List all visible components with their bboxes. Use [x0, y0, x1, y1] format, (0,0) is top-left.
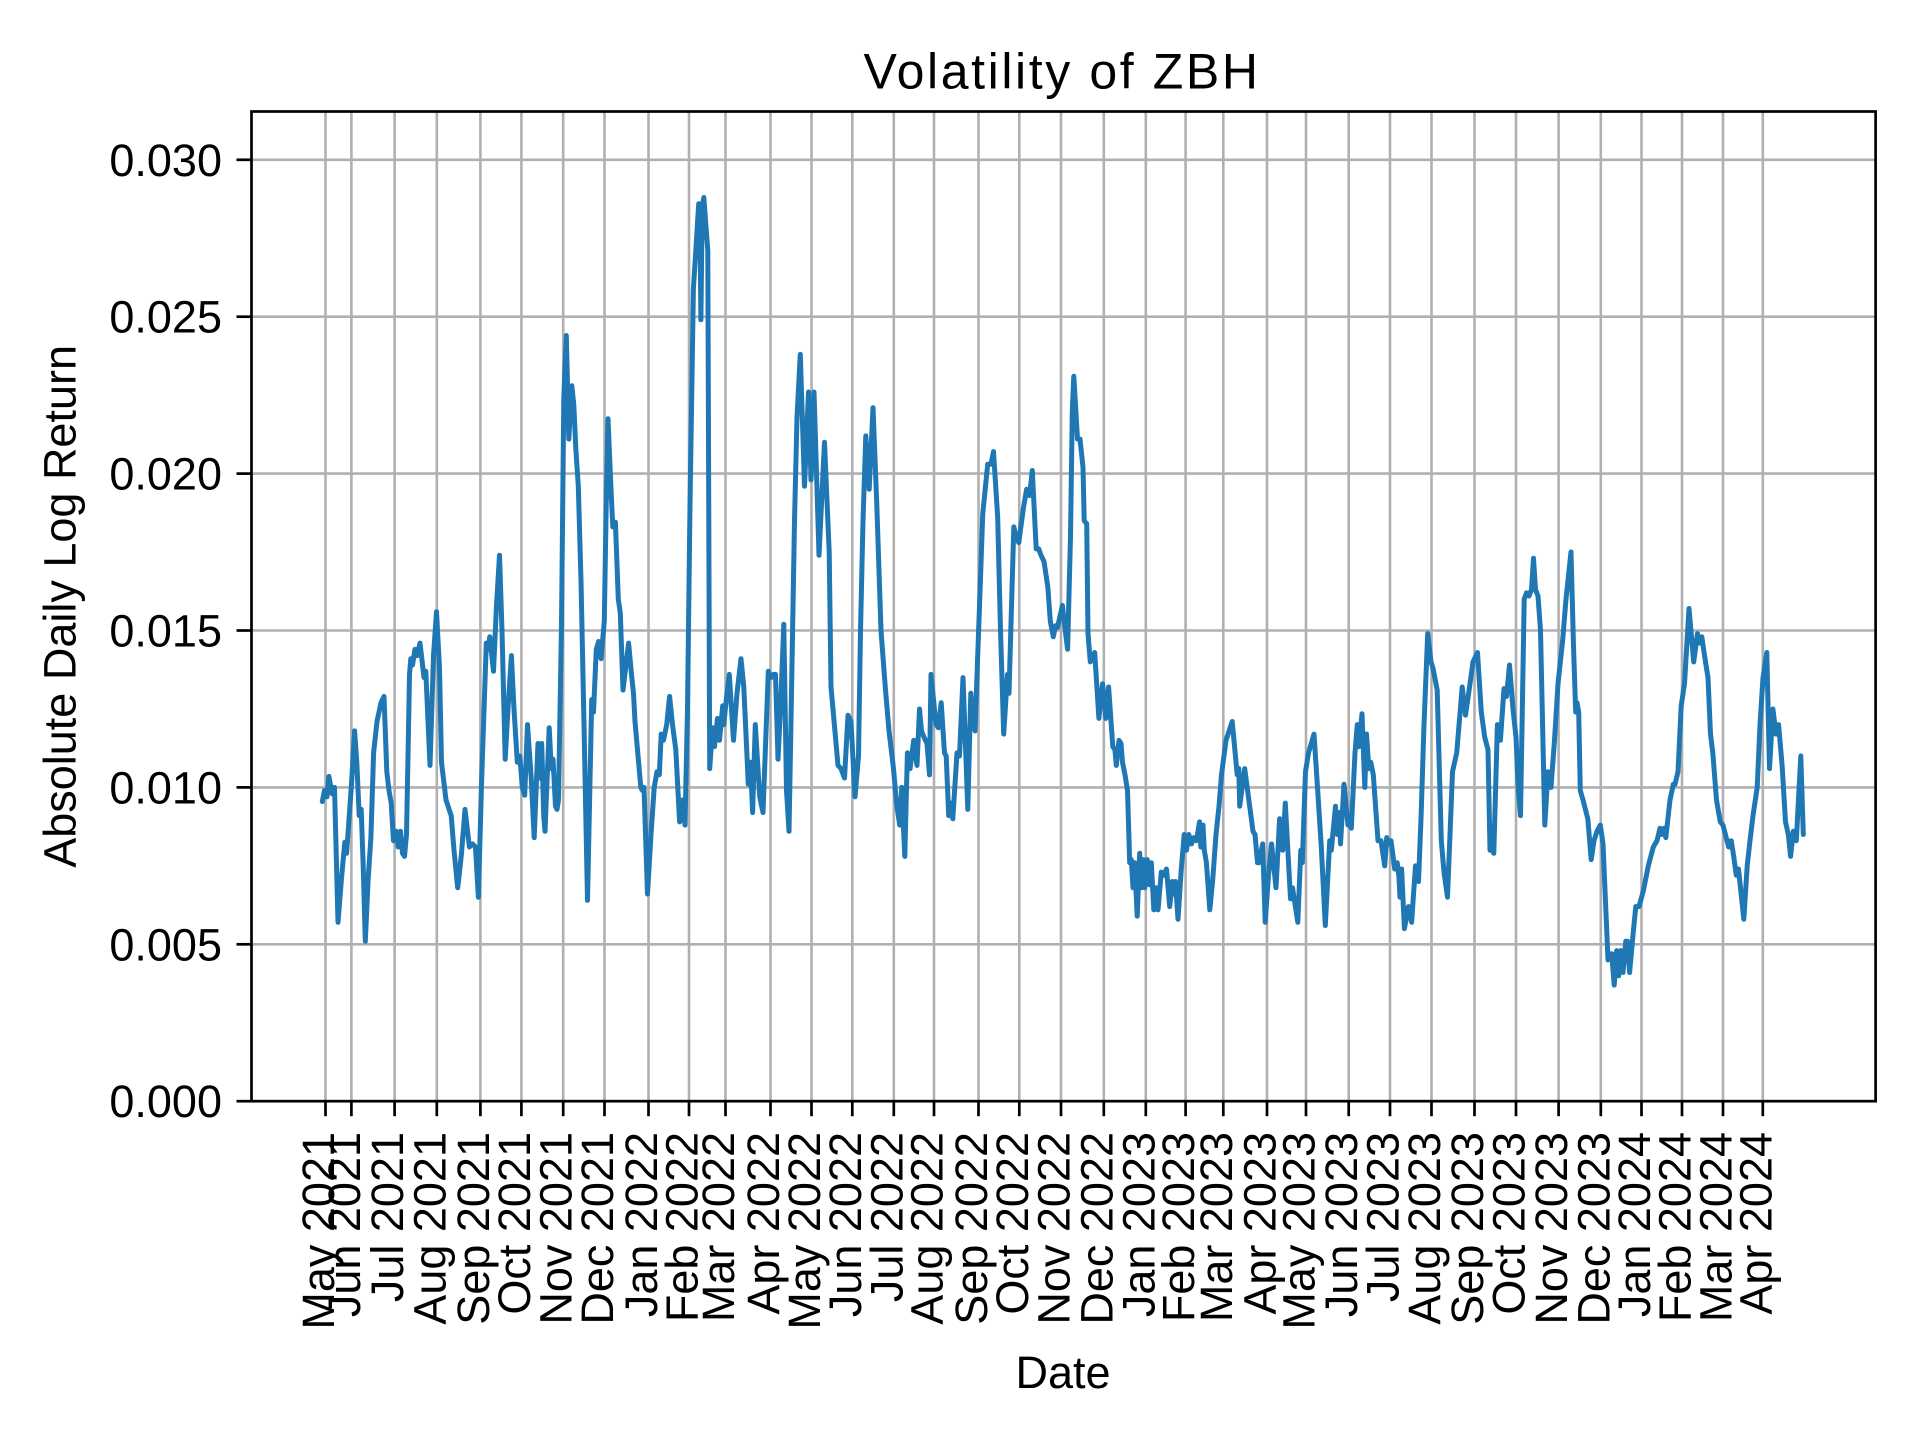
svg-text:Apr 2023: Apr 2023 — [1235, 1132, 1286, 1315]
svg-text:Jul 2022: Jul 2022 — [861, 1132, 912, 1302]
svg-text:Jan 2022: Jan 2022 — [616, 1132, 667, 1317]
svg-text:0.000: 0.000 — [109, 1076, 222, 1127]
svg-text:May 2022: May 2022 — [779, 1132, 830, 1330]
svg-text:0.010: 0.010 — [109, 762, 222, 813]
svg-text:0.020: 0.020 — [109, 449, 222, 500]
svg-text:Absolute Daily Log Return: Absolute Daily Log Return — [35, 345, 86, 868]
svg-text:May 2021: May 2021 — [293, 1132, 344, 1330]
svg-text:Dec 2021: Dec 2021 — [572, 1132, 623, 1325]
svg-text:Nov 2023: Nov 2023 — [1526, 1132, 1577, 1325]
svg-text:Jan 2023: Jan 2023 — [1113, 1132, 1164, 1317]
svg-text:0.005: 0.005 — [109, 919, 222, 970]
svg-text:Aug 2022: Aug 2022 — [902, 1132, 953, 1325]
svg-text:Jul 2021: Jul 2021 — [362, 1132, 413, 1302]
svg-text:Volatility of ZBH: Volatility of ZBH — [863, 44, 1260, 100]
svg-text:Jul 2023: Jul 2023 — [1358, 1132, 1409, 1302]
svg-text:Feb 2022: Feb 2022 — [657, 1132, 708, 1322]
svg-text:Sep 2021: Sep 2021 — [448, 1132, 499, 1325]
svg-text:Apr 2022: Apr 2022 — [738, 1132, 789, 1315]
svg-text:Jun 2023: Jun 2023 — [1316, 1132, 1367, 1317]
svg-text:Jun 2022: Jun 2022 — [820, 1132, 871, 1317]
svg-text:Mar 2022: Mar 2022 — [693, 1132, 744, 1322]
svg-text:Sep 2022: Sep 2022 — [946, 1132, 997, 1325]
svg-text:0.015: 0.015 — [109, 606, 222, 657]
svg-text:May 2023: May 2023 — [1274, 1132, 1325, 1330]
svg-text:Aug 2021: Aug 2021 — [404, 1132, 455, 1325]
svg-text:Oct 2021: Oct 2021 — [489, 1132, 540, 1315]
svg-text:Dec 2022: Dec 2022 — [1071, 1132, 1122, 1325]
svg-text:0.025: 0.025 — [109, 292, 222, 343]
svg-text:Oct 2022: Oct 2022 — [987, 1132, 1038, 1315]
svg-text:Jan 2024: Jan 2024 — [1609, 1132, 1660, 1317]
svg-text:Nov 2022: Nov 2022 — [1029, 1132, 1080, 1325]
svg-text:Mar 2023: Mar 2023 — [1191, 1132, 1242, 1322]
svg-text:Feb 2023: Feb 2023 — [1153, 1132, 1204, 1322]
svg-text:Date: Date — [1015, 1347, 1110, 1398]
svg-text:Feb 2024: Feb 2024 — [1650, 1132, 1701, 1322]
svg-text:Nov 2021: Nov 2021 — [531, 1132, 582, 1325]
svg-text:Apr 2024: Apr 2024 — [1730, 1132, 1781, 1315]
svg-text:Oct 2023: Oct 2023 — [1484, 1132, 1535, 1315]
svg-text:Dec 2023: Dec 2023 — [1568, 1132, 1619, 1325]
svg-text:0.030: 0.030 — [109, 135, 222, 186]
svg-text:Sep 2023: Sep 2023 — [1442, 1132, 1493, 1325]
svg-text:Jun 2021: Jun 2021 — [319, 1132, 370, 1317]
svg-text:Mar 2024: Mar 2024 — [1691, 1132, 1742, 1322]
svg-text:Aug 2023: Aug 2023 — [1399, 1132, 1450, 1325]
